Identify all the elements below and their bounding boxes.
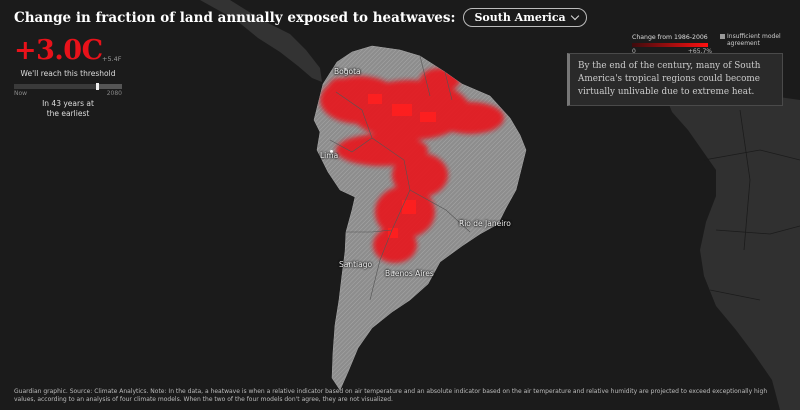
threshold-celsius: +3.0C (14, 35, 103, 66)
city-dot-rio (460, 221, 463, 224)
chevron-down-icon (570, 11, 579, 21)
city-label-santiago: Santiago (339, 260, 373, 269)
threshold-caption: We'll reach this threshold (20, 69, 116, 78)
legend-gradient (632, 43, 708, 47)
threshold-years-line2: the earliest (46, 109, 90, 118)
legend: Change from 1986-2006 0 +65.7% Insuffici… (632, 33, 782, 55)
region-dropdown[interactable]: South America (463, 8, 587, 27)
legend-title: Change from 1986-2006 (632, 34, 708, 41)
threshold-panel: +3.0C +5.4F We'll reach this threshold N… (14, 36, 122, 119)
city-label-rio-de-janeiro: Rio de Janeiro (459, 219, 511, 228)
legend-ticks: 0 +65.7% (632, 48, 712, 55)
insufficient-swatch (720, 34, 725, 39)
legend-min: 0 (632, 48, 636, 55)
city-label-lima: Lima (320, 151, 339, 160)
legend-max: +65.7% (687, 48, 712, 55)
timeline-fill (14, 84, 97, 89)
footer-note: Guardian graphic. Source: Climate Analyt… (14, 388, 768, 403)
legend-insufficient-label: Insufficient model agreement (727, 33, 781, 47)
threshold-timeline (14, 83, 122, 90)
city-dot-bogota (344, 68, 347, 71)
country-borders (329, 55, 471, 301)
timeline-end-label: 2080 (106, 90, 122, 97)
threshold-fahrenheit: +5.4F (102, 55, 122, 63)
city-dot-lima (330, 150, 333, 153)
timeline-start-label: Now (14, 90, 28, 97)
annotation-box: By the end of the century, many of South… (567, 53, 783, 106)
central-america (200, 0, 322, 82)
timeline-labels: Now 2080 (14, 90, 122, 97)
threshold-years: In 43 years at the earliest (14, 99, 122, 119)
page-title: Change in fraction of land annually expo… (14, 9, 456, 26)
africa-borders (703, 109, 800, 301)
timeline-marker (95, 83, 99, 90)
city-dot-santiago (347, 262, 350, 265)
region-dropdown-label: South America (474, 11, 566, 24)
africa-landmass (662, 62, 800, 410)
city-label-bogota: Bogota (334, 67, 361, 76)
threshold-years-line1: In 43 years at (42, 99, 94, 108)
city-label-buenos-aires: Buenos Aires (385, 269, 434, 278)
city-dot-buenos-aires (392, 271, 395, 274)
header: Change in fraction of land annually expo… (14, 8, 587, 27)
heatwave-regions (320, 68, 504, 263)
